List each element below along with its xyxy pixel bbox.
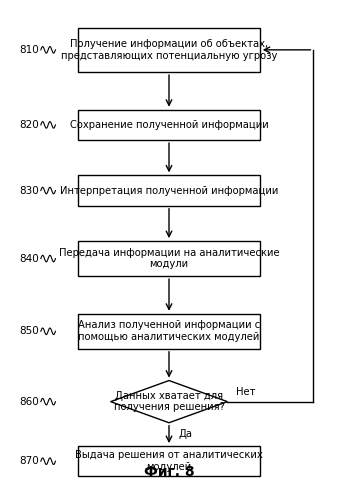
Text: Интерпретация полученной информации: Интерпретация полученной информации xyxy=(60,186,278,196)
Text: Да: Да xyxy=(179,429,193,440)
Polygon shape xyxy=(111,381,227,423)
FancyBboxPatch shape xyxy=(78,446,260,477)
Text: 820: 820 xyxy=(20,120,39,130)
FancyBboxPatch shape xyxy=(78,314,260,349)
Text: 840: 840 xyxy=(20,253,39,263)
Text: Выдача решения от аналитических
модулей: Выдача решения от аналитических модулей xyxy=(75,451,263,472)
Text: 810: 810 xyxy=(20,45,39,55)
Text: Фиг. 8: Фиг. 8 xyxy=(144,465,194,479)
Text: Нет: Нет xyxy=(236,387,255,397)
FancyBboxPatch shape xyxy=(78,241,260,276)
Text: Получение информации об объектах,
представляющих потенциальную угрозу: Получение информации об объектах, предст… xyxy=(61,39,277,61)
Text: 830: 830 xyxy=(20,186,39,196)
Text: 860: 860 xyxy=(20,397,39,407)
FancyBboxPatch shape xyxy=(78,27,260,72)
Text: Данных хватает для
получения решения?: Данных хватает для получения решения? xyxy=(114,391,224,413)
FancyBboxPatch shape xyxy=(78,175,260,206)
Text: Передача информации на аналитические
модули: Передача информации на аналитические мод… xyxy=(59,248,279,269)
Text: 870: 870 xyxy=(20,456,39,466)
Text: Анализ полученной информации с
помощью аналитических модулей: Анализ полученной информации с помощью а… xyxy=(78,320,260,342)
FancyBboxPatch shape xyxy=(78,110,260,140)
Text: 850: 850 xyxy=(20,326,39,336)
Text: Сохранение полученной информации: Сохранение полученной информации xyxy=(70,120,268,130)
